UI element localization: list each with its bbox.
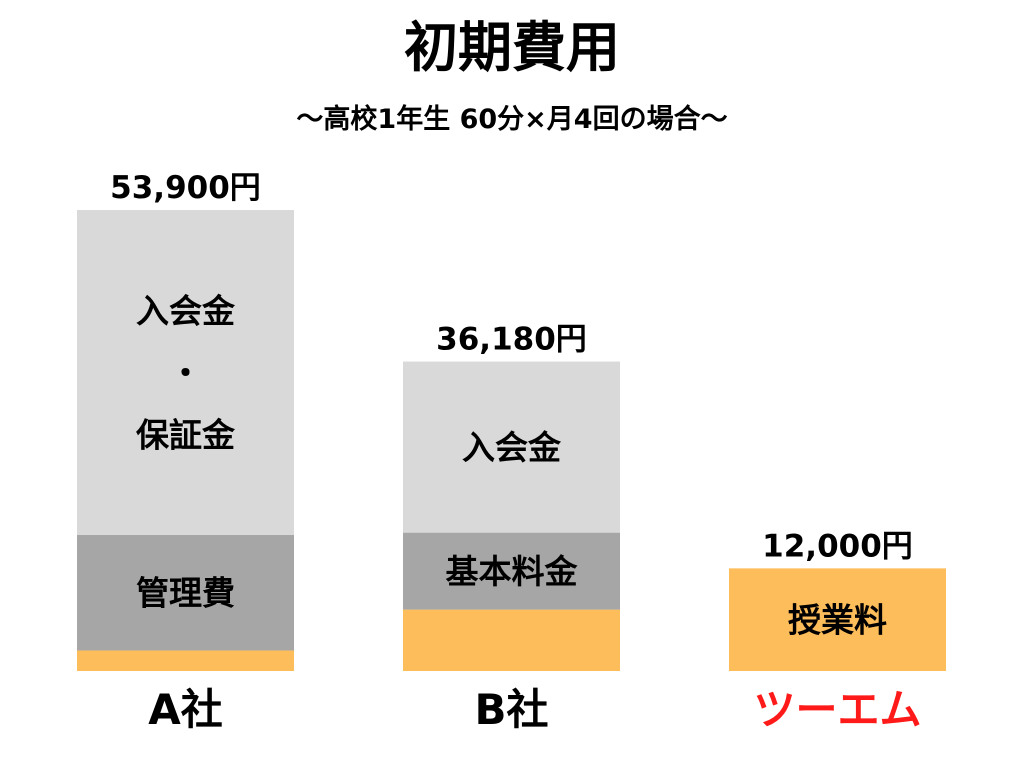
bar-segment xyxy=(403,532,620,610)
total-label: 12,000円 xyxy=(762,528,913,564)
bar-segment xyxy=(729,568,946,671)
total-label: 36,180円 xyxy=(436,322,587,358)
category-label: B社 xyxy=(474,685,548,734)
segment-label: 授業料 xyxy=(788,601,887,640)
total-label: 53,900円 xyxy=(110,170,261,206)
segment-label: 入会金 xyxy=(136,292,236,331)
chart-title: 初期費用 xyxy=(404,16,620,79)
segment-label: 管理費 xyxy=(136,574,235,613)
bar-segment xyxy=(403,609,620,671)
chart-subtitle: 〜高校1年生 60分×月4回の場合〜 xyxy=(296,103,727,135)
bars-group: 管理費入会金・保証金53,900円A社基本料金入会金36,180円B社授業料12… xyxy=(77,170,946,734)
bar-segment xyxy=(77,210,294,536)
bar-segment xyxy=(77,535,294,651)
segment-label: 基本料金 xyxy=(446,552,579,591)
bar-segment xyxy=(403,361,620,533)
category-label: ツーエム xyxy=(753,685,921,734)
category-label: A社 xyxy=(148,685,223,734)
segment-label: ・ xyxy=(169,354,202,393)
segment-label: 入会金 xyxy=(462,428,562,467)
bar-segment xyxy=(77,650,294,671)
segment-label: 保証金 xyxy=(136,416,236,455)
